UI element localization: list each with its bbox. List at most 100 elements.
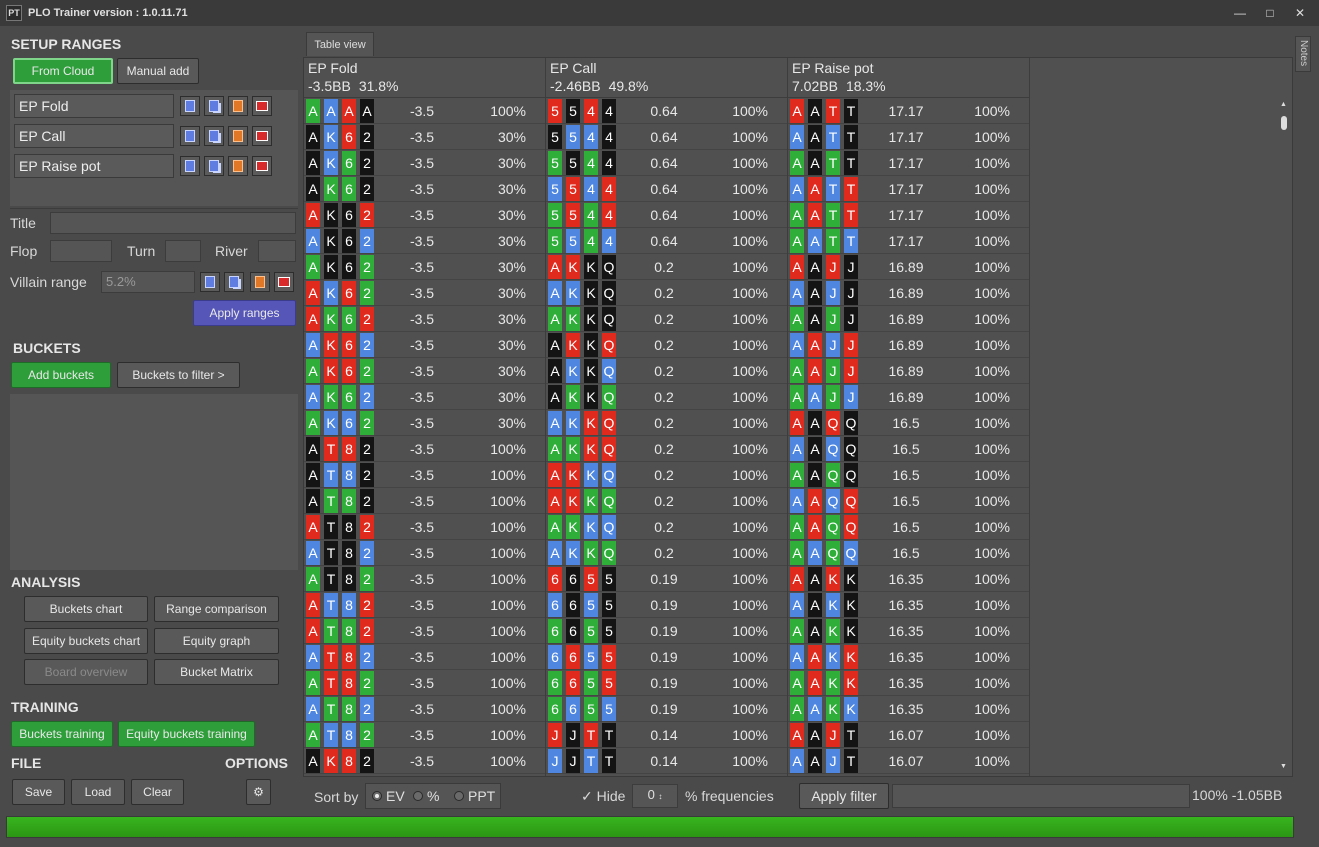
copy-range-icon[interactable] <box>204 156 224 176</box>
table-row[interactable]: A T 8 2 -3.5 100% <box>304 592 546 618</box>
table-row[interactable]: A T 8 2 -3.5 100% <box>304 618 546 644</box>
table-row[interactable]: 6 6 5 5 0.19 100% <box>546 566 788 592</box>
open-villain-range-icon[interactable] <box>200 272 220 292</box>
table-row[interactable]: 5 5 4 4 0.64 100% <box>546 228 788 254</box>
table-row[interactable]: A K 6 2 -3.5 30% <box>304 410 546 436</box>
scroll-down-icon[interactable]: ▼ <box>1280 763 1287 770</box>
sort-ev-radio[interactable]: EV <box>372 788 405 804</box>
table-row[interactable]: A A K K 16.35 100% <box>788 592 1030 618</box>
save-button[interactable]: Save <box>12 779 65 805</box>
table-row[interactable]: A A Q Q 16.5 100% <box>788 462 1030 488</box>
table-row[interactable]: J J T T 0.14 100% <box>546 748 788 774</box>
hide-checkbox[interactable]: ✓ Hide <box>581 788 626 804</box>
table-row[interactable]: A K 6 2 -3.5 30% <box>304 124 546 150</box>
table-row[interactable]: A T 8 2 -3.5 100% <box>304 488 546 514</box>
bucket-matrix-button[interactable]: Bucket Matrix <box>154 659 279 685</box>
table-row[interactable]: A K 6 2 -3.5 30% <box>304 150 546 176</box>
table-row[interactable]: A T 8 2 -3.5 100% <box>304 722 546 748</box>
table-row[interactable]: A T 8 2 -3.5 100% <box>304 696 546 722</box>
table-row[interactable]: A A J T 16.07 100% <box>788 748 1030 774</box>
scroll-up-icon[interactable]: ▲ <box>1280 101 1287 108</box>
table-row[interactable]: A T 8 2 -3.5 100% <box>304 540 546 566</box>
table-row[interactable]: A K K Q 0.2 100% <box>546 306 788 332</box>
table-row[interactable]: A T 8 2 -3.5 100% <box>304 566 546 592</box>
column-header[interactable]: EP Fold -3.5BB 31.8% <box>304 58 546 98</box>
copy-range-icon[interactable] <box>204 96 224 116</box>
table-row[interactable]: A A T T 17.17 100% <box>788 228 1030 254</box>
open-range-icon[interactable] <box>180 156 200 176</box>
manual-add-button[interactable]: Manual add <box>117 58 199 84</box>
table-row[interactable]: A A Q Q 16.5 100% <box>788 488 1030 514</box>
title-input[interactable] <box>50 212 296 234</box>
table-scrollbar[interactable]: ▲ ▼ <box>1276 99 1292 775</box>
minimize-icon[interactable]: — <box>1234 6 1246 20</box>
turn-input[interactable] <box>165 240 201 262</box>
buckets-chart-button[interactable]: Buckets chart <box>24 596 148 622</box>
table-row[interactable]: A K K Q 0.2 100% <box>546 280 788 306</box>
from-cloud-button[interactable]: From Cloud <box>13 58 113 84</box>
table-row[interactable]: A K K Q 0.2 100% <box>546 410 788 436</box>
delete-range-icon[interactable] <box>252 156 272 176</box>
range-row[interactable]: EP Call <box>14 124 284 148</box>
table-row[interactable]: A A Q Q 16.5 100% <box>788 514 1030 540</box>
table-row[interactable]: A K 6 2 -3.5 30% <box>304 254 546 280</box>
table-row[interactable]: A A J J 16.89 100% <box>788 358 1030 384</box>
buckets-to-filter-button[interactable]: Buckets to filter > <box>117 362 240 388</box>
table-row[interactable]: A K K Q 0.2 100% <box>546 514 788 540</box>
buckets-training-button[interactable]: Buckets training <box>11 721 113 747</box>
table-row[interactable]: A K 6 2 -3.5 30% <box>304 332 546 358</box>
table-row[interactable]: 6 6 5 5 0.19 100% <box>546 696 788 722</box>
sort-pct-radio[interactable]: % <box>413 788 439 804</box>
equity-graph-button[interactable]: Equity graph <box>154 628 279 654</box>
table-row[interactable]: A A T T 17.17 100% <box>788 150 1030 176</box>
range-name[interactable]: EP Raise pot <box>14 154 174 178</box>
table-row[interactable]: A A T T 17.17 100% <box>788 202 1030 228</box>
table-row[interactable]: 5 5 4 4 0.64 100% <box>546 124 788 150</box>
range-name[interactable]: EP Fold <box>14 94 174 118</box>
copy-range-icon[interactable] <box>204 126 224 146</box>
table-row[interactable]: A A K K 16.35 100% <box>788 566 1030 592</box>
gear-icon[interactable]: ⚙ <box>246 779 271 805</box>
table-row[interactable]: A K 6 2 -3.5 30% <box>304 176 546 202</box>
table-row[interactable]: A T 8 2 -3.5 100% <box>304 514 546 540</box>
table-row[interactable]: A K 8 2 -3.5 100% <box>304 748 546 774</box>
column-header[interactable]: EP Raise pot 7.02BB 18.3% <box>788 58 1030 98</box>
table-row[interactable]: A A T T 17.17 100% <box>788 98 1030 124</box>
apply-filter-button[interactable]: Apply filter <box>799 783 889 809</box>
sort-ppt-radio[interactable]: PPT <box>454 788 495 804</box>
save-range-icon[interactable] <box>228 126 248 146</box>
villain-range-input[interactable]: 5.2% <box>101 271 195 293</box>
clear-button[interactable]: Clear <box>131 779 184 805</box>
table-row[interactable]: A A Q Q 16.5 100% <box>788 410 1030 436</box>
table-row[interactable]: A A T T 17.17 100% <box>788 124 1030 150</box>
table-row[interactable]: A A K K 16.35 100% <box>788 696 1030 722</box>
table-row[interactable]: A A J J 16.89 100% <box>788 254 1030 280</box>
table-row[interactable]: A T 8 2 -3.5 100% <box>304 670 546 696</box>
table-row[interactable]: A A T T 17.17 100% <box>788 176 1030 202</box>
table-row[interactable]: A K 6 2 -3.5 30% <box>304 228 546 254</box>
tab-table-view[interactable]: Table view <box>306 32 374 56</box>
table-row[interactable]: A K K Q 0.2 100% <box>546 488 788 514</box>
table-row[interactable]: A A J J 16.89 100% <box>788 280 1030 306</box>
table-row[interactable]: 6 6 5 5 0.19 100% <box>546 644 788 670</box>
table-row[interactable]: A K K Q 0.2 100% <box>546 332 788 358</box>
table-row[interactable]: A A J J 16.89 100% <box>788 306 1030 332</box>
delete-range-icon[interactable] <box>252 96 272 116</box>
range-row[interactable]: EP Fold <box>14 94 284 118</box>
close-icon[interactable]: ✕ <box>1294 6 1306 20</box>
table-row[interactable]: 5 5 4 4 0.64 100% <box>546 150 788 176</box>
table-row[interactable]: A A J J 16.89 100% <box>788 332 1030 358</box>
delete-range-icon[interactable] <box>252 126 272 146</box>
table-row[interactable]: A T 8 2 -3.5 100% <box>304 644 546 670</box>
table-row[interactable]: 6 6 5 5 0.19 100% <box>546 618 788 644</box>
table-row[interactable]: A T 8 2 -3.5 100% <box>304 436 546 462</box>
river-input[interactable] <box>258 240 296 262</box>
table-row[interactable]: A A Q Q 16.5 100% <box>788 436 1030 462</box>
table-row[interactable]: A A K K 16.35 100% <box>788 644 1030 670</box>
range-comparison-button[interactable]: Range comparison <box>154 596 279 622</box>
add-buckets-button[interactable]: Add buckets <box>11 362 111 388</box>
table-row[interactable]: 5 5 4 4 0.64 100% <box>546 202 788 228</box>
table-row[interactable]: A K K Q 0.2 100% <box>546 254 788 280</box>
table-row[interactable]: A A J J 16.89 100% <box>788 384 1030 410</box>
table-row[interactable]: A K 6 2 -3.5 30% <box>304 280 546 306</box>
